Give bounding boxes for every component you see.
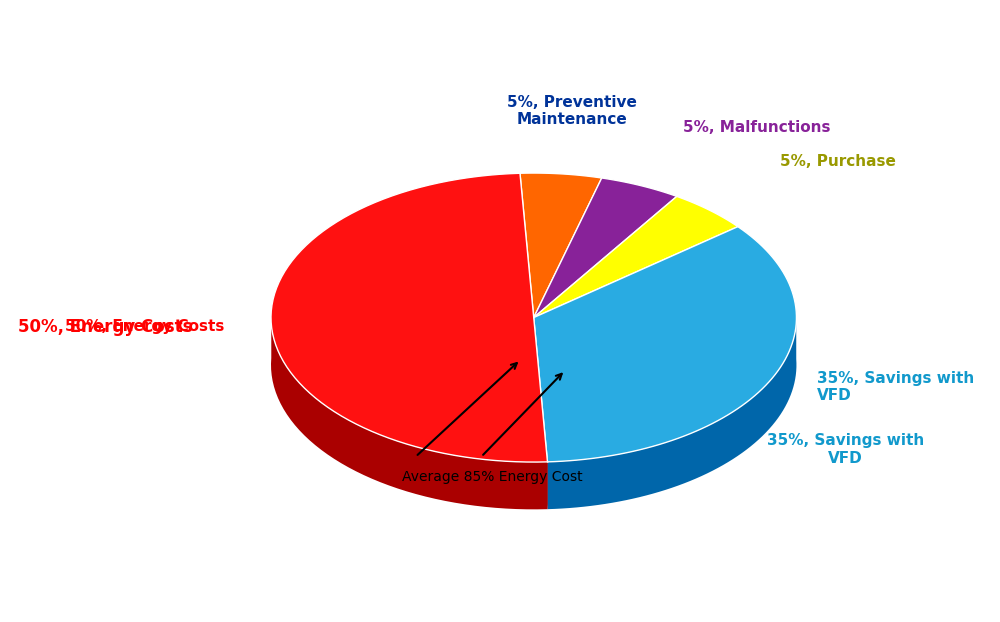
Text: 35%, Savings with
VFD: 35%, Savings with VFD <box>767 434 924 466</box>
Text: 35%, Savings with
VFD: 35%, Savings with VFD <box>817 371 974 403</box>
Polygon shape <box>534 318 547 509</box>
Polygon shape <box>271 174 547 462</box>
Polygon shape <box>520 173 602 318</box>
Polygon shape <box>534 178 677 318</box>
Text: Average 85% Energy Cost: Average 85% Energy Cost <box>402 470 583 484</box>
Text: 5%, Malfunctions: 5%, Malfunctions <box>683 120 831 135</box>
Polygon shape <box>534 226 796 462</box>
Text: 5%, Preventive
Maintenance: 5%, Preventive Maintenance <box>507 95 637 128</box>
Polygon shape <box>271 311 547 509</box>
Polygon shape <box>534 197 738 318</box>
Text: 5%, Purchase: 5%, Purchase <box>780 154 896 169</box>
Text: 50%, Energy Costs: 50%, Energy Costs <box>65 319 224 334</box>
Text: 50%, Energy Costs: 50%, Energy Costs <box>18 318 193 337</box>
Polygon shape <box>534 318 547 509</box>
Polygon shape <box>547 312 796 509</box>
